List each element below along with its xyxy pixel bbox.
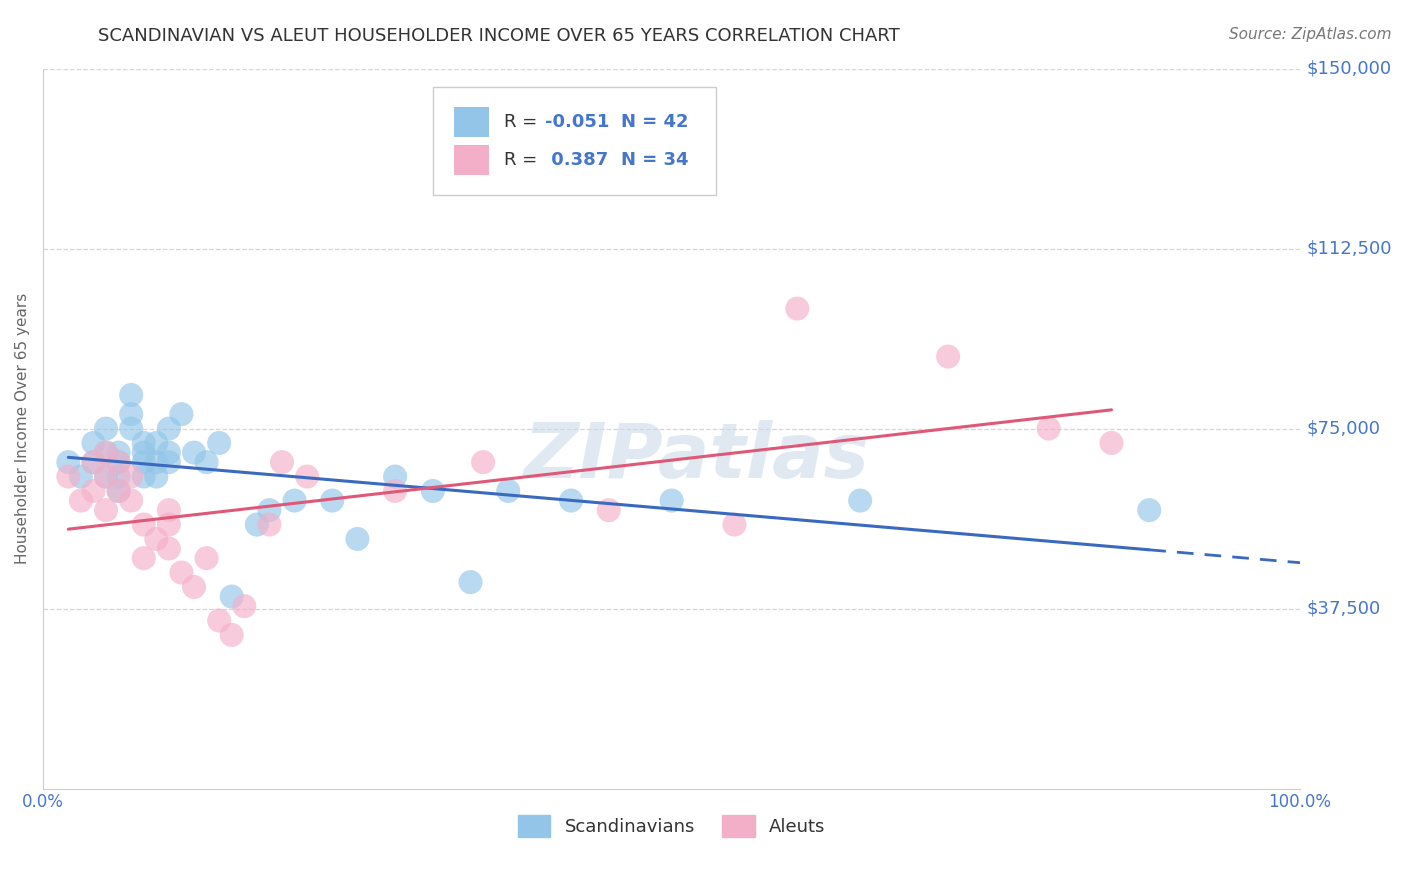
Point: [259, 503, 281, 517]
Point: [233, 599, 256, 614]
Point: [284, 493, 307, 508]
FancyBboxPatch shape: [454, 145, 489, 175]
Point: [145, 455, 167, 469]
Point: [321, 493, 343, 508]
Point: [221, 590, 243, 604]
Point: [849, 493, 872, 508]
Point: [346, 532, 368, 546]
Y-axis label: Householder Income Over 65 years: Householder Income Over 65 years: [15, 293, 30, 565]
Point: [82, 455, 104, 469]
Point: [936, 350, 959, 364]
Point: [145, 532, 167, 546]
Point: [107, 483, 129, 498]
Text: N = 42: N = 42: [621, 113, 689, 131]
Text: $112,500: $112,500: [1306, 240, 1392, 258]
Point: [70, 493, 93, 508]
Point: [295, 469, 318, 483]
Point: [195, 455, 218, 469]
Point: [384, 483, 406, 498]
Point: [132, 445, 155, 459]
Point: [170, 566, 193, 580]
Text: $75,000: $75,000: [1306, 419, 1381, 438]
Point: [195, 551, 218, 566]
Point: [786, 301, 808, 316]
Text: R =: R =: [505, 113, 544, 131]
Point: [132, 455, 155, 469]
Point: [157, 517, 180, 532]
Legend: Scandinavians, Aleuts: Scandinavians, Aleuts: [510, 808, 832, 845]
Point: [132, 436, 155, 450]
Point: [107, 445, 129, 459]
FancyBboxPatch shape: [433, 87, 716, 194]
Text: Source: ZipAtlas.com: Source: ZipAtlas.com: [1229, 27, 1392, 42]
Point: [94, 503, 117, 517]
Point: [120, 407, 142, 421]
Point: [132, 551, 155, 566]
Point: [460, 575, 482, 590]
Point: [120, 493, 142, 508]
Point: [157, 455, 180, 469]
Point: [183, 445, 205, 459]
Point: [58, 469, 80, 483]
Point: [107, 455, 129, 469]
Point: [58, 455, 80, 469]
Point: [157, 445, 180, 459]
Point: [157, 541, 180, 556]
Text: $150,000: $150,000: [1306, 60, 1392, 78]
Text: $37,500: $37,500: [1306, 599, 1381, 617]
Point: [107, 483, 129, 498]
Point: [208, 436, 231, 450]
Point: [157, 421, 180, 435]
Point: [70, 469, 93, 483]
Point: [183, 580, 205, 594]
FancyBboxPatch shape: [454, 107, 489, 137]
Text: SCANDINAVIAN VS ALEUT HOUSEHOLDER INCOME OVER 65 YEARS CORRELATION CHART: SCANDINAVIAN VS ALEUT HOUSEHOLDER INCOME…: [98, 27, 900, 45]
Point: [132, 469, 155, 483]
Point: [145, 436, 167, 450]
Point: [384, 469, 406, 483]
Point: [120, 388, 142, 402]
Point: [94, 421, 117, 435]
Point: [82, 436, 104, 450]
Point: [1038, 421, 1060, 435]
Point: [94, 469, 117, 483]
Point: [246, 517, 269, 532]
Point: [1137, 503, 1160, 517]
Point: [132, 517, 155, 532]
Point: [107, 455, 129, 469]
Point: [472, 455, 495, 469]
Point: [422, 483, 444, 498]
Text: 0.387: 0.387: [544, 151, 607, 169]
Point: [120, 469, 142, 483]
Text: ZIPatlas: ZIPatlas: [524, 420, 870, 494]
Point: [170, 407, 193, 421]
Point: [496, 483, 519, 498]
Point: [208, 614, 231, 628]
Point: [82, 455, 104, 469]
Point: [157, 503, 180, 517]
Point: [82, 483, 104, 498]
Point: [271, 455, 294, 469]
Text: N = 34: N = 34: [621, 151, 689, 169]
Text: -0.051: -0.051: [544, 113, 609, 131]
Point: [94, 445, 117, 459]
Point: [1101, 436, 1123, 450]
Text: R =: R =: [505, 151, 544, 169]
Point: [560, 493, 582, 508]
Point: [94, 445, 117, 459]
Point: [661, 493, 683, 508]
Point: [221, 628, 243, 642]
Point: [94, 469, 117, 483]
Point: [120, 421, 142, 435]
Point: [259, 517, 281, 532]
Point: [145, 469, 167, 483]
Point: [107, 469, 129, 483]
Point: [723, 517, 745, 532]
Point: [598, 503, 620, 517]
